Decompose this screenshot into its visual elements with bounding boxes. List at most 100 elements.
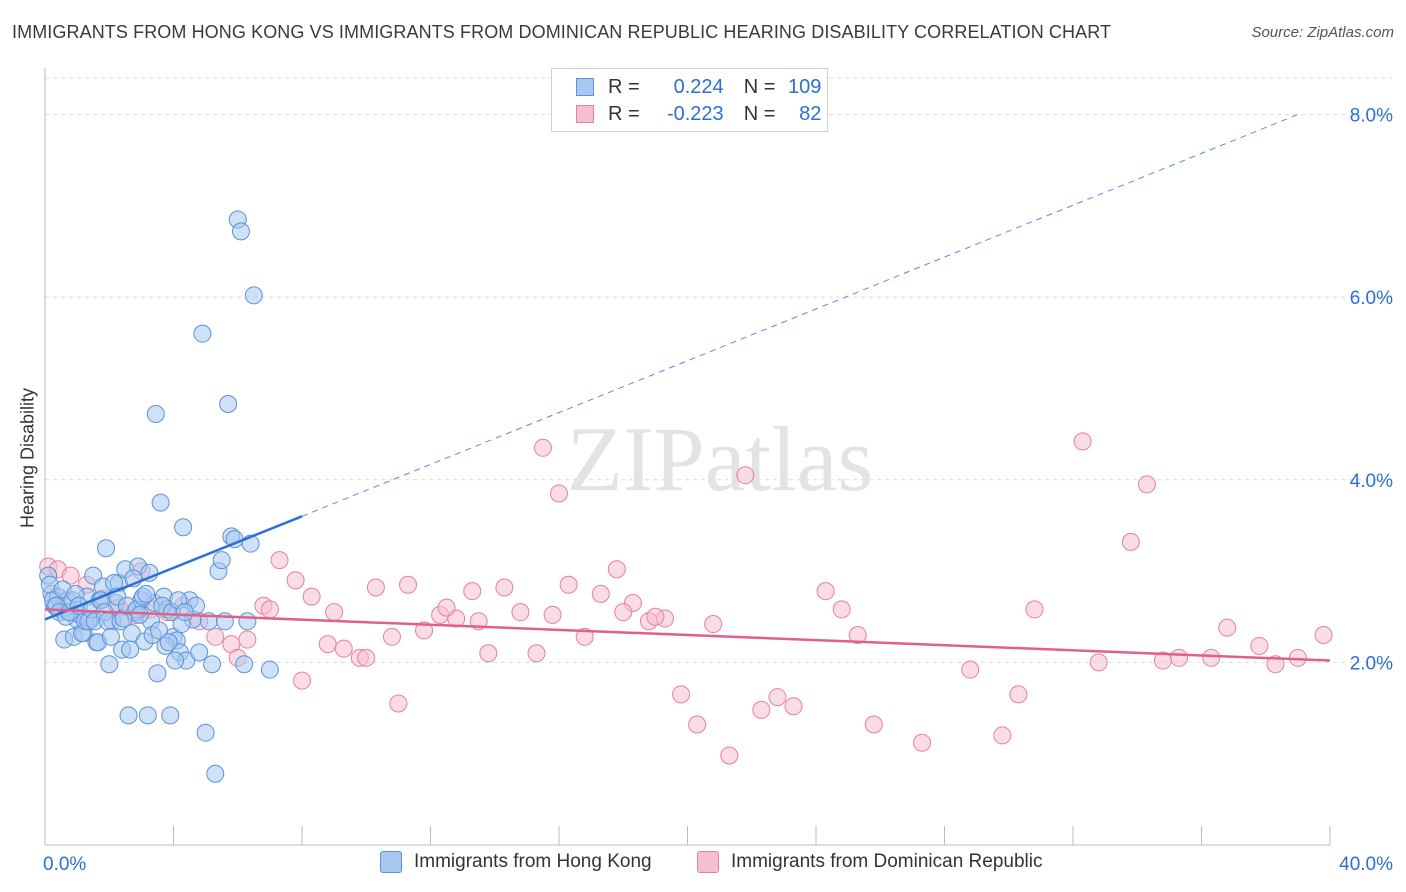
data-point-dominican-republic bbox=[399, 575, 418, 594]
data-point-dominican-republic bbox=[206, 627, 225, 646]
bottom-hong-kong-swatch bbox=[380, 851, 402, 873]
dominican-republic-swatch bbox=[576, 105, 594, 123]
trend-lines bbox=[44, 114, 1331, 662]
data-point-dominican-republic bbox=[415, 621, 434, 640]
dr-r-label: R = bbox=[608, 102, 640, 125]
data-point-hong-kong bbox=[137, 584, 156, 603]
bottom-hong-kong-label: Immigrants from Hong Kong bbox=[414, 851, 652, 872]
data-point-hong-kong bbox=[212, 551, 231, 570]
data-point-dominican-republic bbox=[1250, 636, 1269, 655]
data-point-dominican-republic bbox=[389, 694, 408, 713]
data-point-dominican-republic bbox=[559, 575, 578, 594]
data-point-dominican-republic bbox=[672, 685, 691, 704]
data-point-hong-kong bbox=[235, 655, 254, 674]
grid-lines bbox=[45, 77, 1392, 663]
data-point-hong-kong bbox=[161, 706, 180, 725]
data-point-hong-kong bbox=[190, 643, 209, 662]
data-point-hong-kong bbox=[166, 651, 185, 670]
data-point-hong-kong bbox=[196, 723, 215, 742]
data-point-dominican-republic bbox=[550, 484, 568, 503]
y-axis-label: Hearing Disability bbox=[17, 387, 38, 529]
data-point-dominican-republic bbox=[913, 733, 932, 752]
data-point-dominican-republic bbox=[736, 466, 755, 485]
data-point-dominican-republic bbox=[238, 630, 257, 649]
data-point-hong-kong bbox=[219, 394, 238, 413]
data-point-hong-kong bbox=[150, 621, 169, 640]
bottom-dominican-republic-swatch bbox=[697, 851, 719, 873]
data-point-dominican-republic bbox=[1202, 648, 1221, 667]
data-point-dominican-republic bbox=[302, 587, 321, 606]
data-point-dominican-republic bbox=[511, 603, 530, 622]
data-point-hong-kong bbox=[130, 605, 149, 624]
data-point-dominican-republic bbox=[591, 584, 610, 603]
data-point-dominican-republic bbox=[848, 625, 867, 644]
data-point-dominican-republic bbox=[614, 603, 633, 622]
legend-row-hong-kong: R = 0.224 N = 109 bbox=[576, 75, 821, 99]
data-point-hong-kong bbox=[100, 655, 119, 674]
x-tick-label-max: 40.0% bbox=[1339, 854, 1393, 875]
y-tick-label: 4.0% bbox=[1350, 471, 1393, 492]
data-point-dominican-republic bbox=[1266, 655, 1285, 674]
data-point-dominican-republic bbox=[325, 603, 344, 622]
data-point-dominican-republic bbox=[646, 607, 665, 626]
data-point-dominican-republic bbox=[768, 688, 787, 707]
data-point-dominican-republic bbox=[704, 615, 723, 634]
data-point-dominican-republic bbox=[357, 648, 376, 667]
data-point-hong-kong bbox=[238, 612, 257, 631]
data-point-hong-kong bbox=[146, 405, 165, 424]
data-point-dominican-republic bbox=[1025, 600, 1044, 619]
data-point-dominican-republic bbox=[495, 578, 514, 597]
data-point-dominican-republic bbox=[527, 644, 546, 663]
data-point-dominican-republic bbox=[260, 600, 279, 619]
data-point-dominican-republic bbox=[1121, 532, 1140, 551]
data-point-hong-kong bbox=[231, 222, 250, 241]
hong-kong-trend-extension bbox=[301, 114, 1299, 517]
data-point-dominican-republic bbox=[533, 438, 552, 457]
hk-r-label: R = bbox=[608, 75, 640, 98]
data-point-dominican-republic bbox=[1009, 685, 1028, 704]
data-point-dominican-republic bbox=[1153, 651, 1172, 670]
data-point-hong-kong bbox=[260, 660, 279, 679]
data-point-hong-kong bbox=[148, 664, 167, 683]
data-point-dominican-republic bbox=[318, 635, 337, 654]
data-point-dominican-republic bbox=[864, 715, 883, 734]
source-label: Source: ZipAtlas.com bbox=[1251, 24, 1394, 41]
data-point-dominican-republic bbox=[1170, 648, 1189, 667]
data-point-dominican-republic bbox=[688, 715, 707, 734]
data-point-hong-kong bbox=[151, 493, 170, 512]
hk-n-label: N = bbox=[743, 75, 776, 98]
chart-title: IMMIGRANTS FROM HONG KONG VS IMMIGRANTS … bbox=[12, 22, 1112, 42]
hong-kong-trend-line bbox=[44, 515, 303, 621]
data-point-dominican-republic bbox=[382, 627, 401, 646]
data-point-dominican-republic bbox=[293, 671, 311, 690]
dominican-republic-trend-line bbox=[44, 608, 1331, 662]
data-point-hong-kong bbox=[193, 324, 212, 343]
data-point-dominican-republic bbox=[1137, 475, 1156, 494]
bottom-legend-hong-kong: Immigrants from Hong Kong bbox=[380, 851, 652, 873]
data-point-dominican-republic bbox=[1073, 432, 1092, 451]
data-point-dominican-republic bbox=[961, 660, 980, 679]
data-point-dominican-republic bbox=[286, 571, 305, 590]
axes bbox=[44, 68, 1331, 846]
data-point-hong-kong bbox=[206, 764, 225, 783]
data-point-hong-kong bbox=[174, 518, 193, 537]
data-point-dominican-republic bbox=[61, 566, 80, 585]
hong-kong-points bbox=[39, 210, 279, 783]
data-point-hong-kong bbox=[244, 286, 263, 305]
tick-labels: 2.0% 4.0% 6.0% 8.0% 0.0% 40.0% bbox=[43, 106, 1393, 875]
y-tick-label: 2.0% bbox=[1350, 653, 1393, 674]
data-point-dominican-republic bbox=[816, 582, 835, 601]
data-point-dominican-republic bbox=[607, 560, 626, 579]
data-point-dominican-republic bbox=[479, 644, 498, 663]
data-point-hong-kong bbox=[175, 603, 194, 622]
y-tick-label: 8.0% bbox=[1350, 106, 1393, 127]
x-tick-label-min: 0.0% bbox=[43, 854, 86, 875]
data-point-dominican-republic bbox=[1218, 618, 1237, 637]
data-point-dominican-republic bbox=[575, 627, 594, 646]
data-point-dominican-republic bbox=[334, 639, 353, 658]
data-point-hong-kong bbox=[159, 633, 178, 652]
dr-n-value: 82 bbox=[799, 102, 822, 125]
data-point-dominican-republic bbox=[366, 578, 385, 597]
data-point-dominican-republic bbox=[720, 746, 739, 765]
